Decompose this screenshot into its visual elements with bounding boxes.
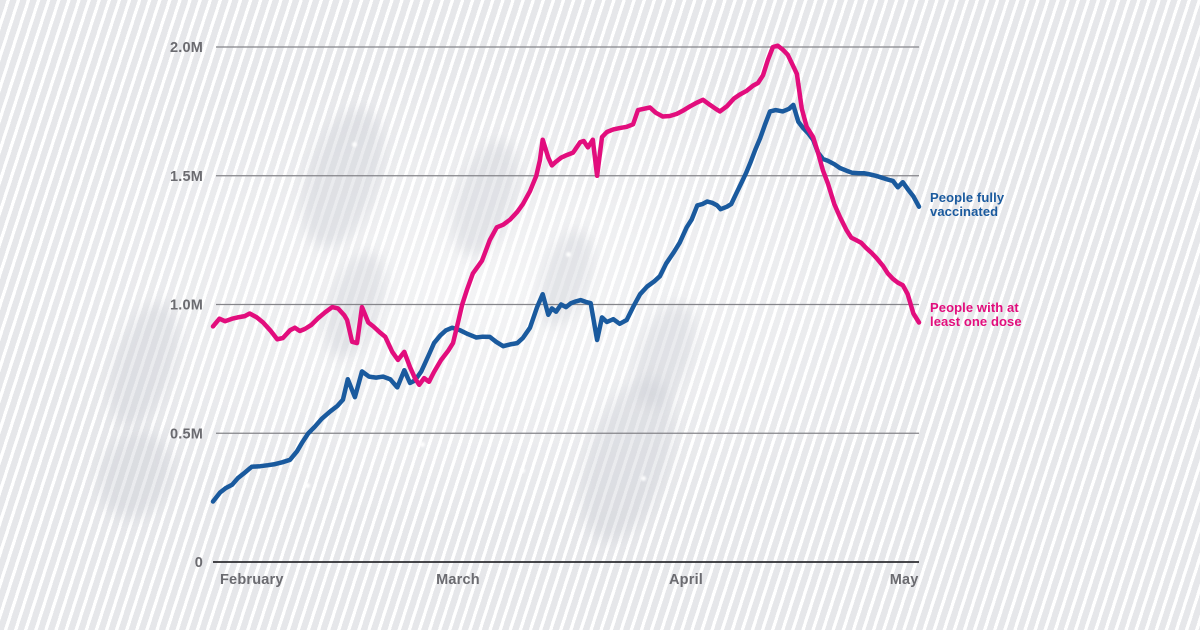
x-axis-tick-label: March: [436, 572, 480, 588]
legend-fully-vaccinated-line1: People fully: [930, 190, 1005, 205]
legend-one-dose-line1: People with at: [930, 300, 1019, 315]
legend-fully-vaccinated-line2: vaccinated: [930, 204, 999, 219]
y-axis-tick-label: 2.0M: [170, 40, 203, 56]
background-speck: [520, 468, 525, 473]
x-axis-tick-label: May: [890, 572, 919, 588]
legend-one-dose-line2: least one dose: [930, 314, 1022, 329]
background-speck: [305, 483, 310, 488]
background-speck: [352, 142, 357, 147]
background-speck: [420, 442, 425, 447]
y-axis-tick-label: 0.5M: [170, 426, 203, 442]
line-fully-vaccinated: [210, 102, 922, 504]
legend-label-fully-vaccinated: People fully vaccinated: [930, 191, 1040, 219]
legend-label-one-dose: People with at least one dose: [930, 301, 1040, 329]
x-axis-tick-label: April: [669, 572, 703, 588]
y-axis-tick-label: 0: [195, 555, 203, 571]
y-axis-tick-label: 1.5M: [170, 169, 203, 185]
background-speck: [566, 252, 571, 257]
line-at-least-one-dose: [210, 43, 922, 388]
background-speck: [447, 380, 452, 385]
background-speck: [641, 476, 646, 481]
y-axis-tick-label: 1.0M: [170, 298, 203, 314]
x-axis-tick-label: February: [220, 572, 284, 588]
